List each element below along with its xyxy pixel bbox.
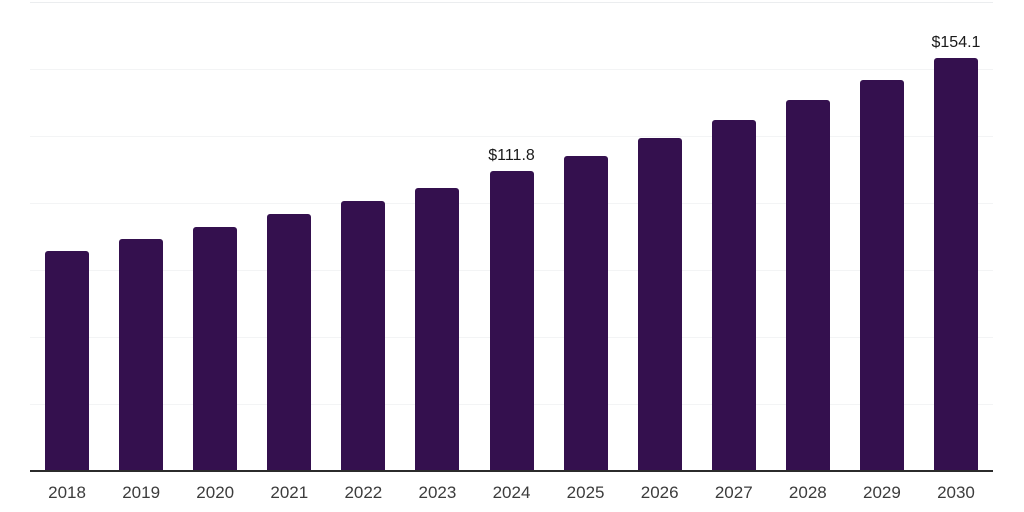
bar-slot-2030: $154.1 [919, 0, 993, 471]
x-tick-label-2026: 2026 [640, 483, 679, 502]
bar-slot-2028 [771, 0, 845, 471]
bar-slot-2022 [326, 0, 400, 471]
bar-2024[interactable] [489, 171, 534, 471]
bar-slot-2019 [104, 0, 178, 471]
bar-2030[interactable] [933, 58, 978, 471]
bar-slot-2029 [845, 0, 919, 471]
bar-2019[interactable] [119, 238, 164, 471]
bar-2029[interactable] [859, 80, 904, 471]
bar-2021[interactable] [267, 213, 312, 471]
x-tick-label-2021: 2021 [270, 483, 309, 502]
x-tick-label-2023: 2023 [418, 483, 457, 502]
x-tick-label-2024: 2024 [492, 483, 531, 502]
bar-slot-2025 [549, 0, 623, 471]
x-tick-label-2028: 2028 [788, 483, 827, 502]
bar-slot-2027 [697, 0, 771, 471]
x-tick-label-2018: 2018 [48, 483, 86, 502]
bar-2026[interactable] [637, 137, 682, 471]
x-tick-label-2029: 2029 [862, 483, 901, 502]
x-tick-label-2030: 2030 [937, 483, 975, 502]
bar-2018[interactable] [45, 250, 90, 471]
x-tick-label-2025: 2025 [566, 483, 605, 502]
bar-slot-2023 [400, 0, 474, 471]
bar-slot-2018 [30, 0, 104, 471]
x-axis-tick-labels: 2018 2019 2020 2021 2022 2023 2024 2025 2026 2027… [30, 482, 993, 503]
bar-slot-2021 [252, 0, 326, 471]
bar-slot-2020 [178, 0, 252, 471]
gridline-125 [30, 136, 993, 137]
x-tick-label-2027: 2027 [714, 483, 753, 502]
bar-2023[interactable] [415, 188, 460, 471]
bar-series: $111.8 $154.1 [30, 0, 993, 471]
bar-2020[interactable] [193, 226, 238, 471]
data-label-2030: $154.1 [931, 34, 981, 52]
gridline-175 [30, 2, 993, 3]
bar-2027[interactable] [711, 119, 756, 471]
x-tick-label-2020: 2020 [196, 483, 235, 502]
x-tick-label-2022: 2022 [344, 483, 383, 502]
bar-2022[interactable] [341, 200, 386, 471]
x-axis-line [30, 470, 993, 472]
bar-2028[interactable] [785, 99, 830, 471]
bar-slot-2024: $111.8 [474, 0, 548, 471]
plot-area: $111.8 $154.1 [30, 0, 993, 471]
bar-slot-2026 [623, 0, 697, 471]
gridline-150 [30, 69, 993, 70]
data-label-2024: $111.8 [488, 147, 535, 165]
x-tick-label-2019: 2019 [122, 483, 161, 502]
bar-2025[interactable] [563, 155, 608, 471]
